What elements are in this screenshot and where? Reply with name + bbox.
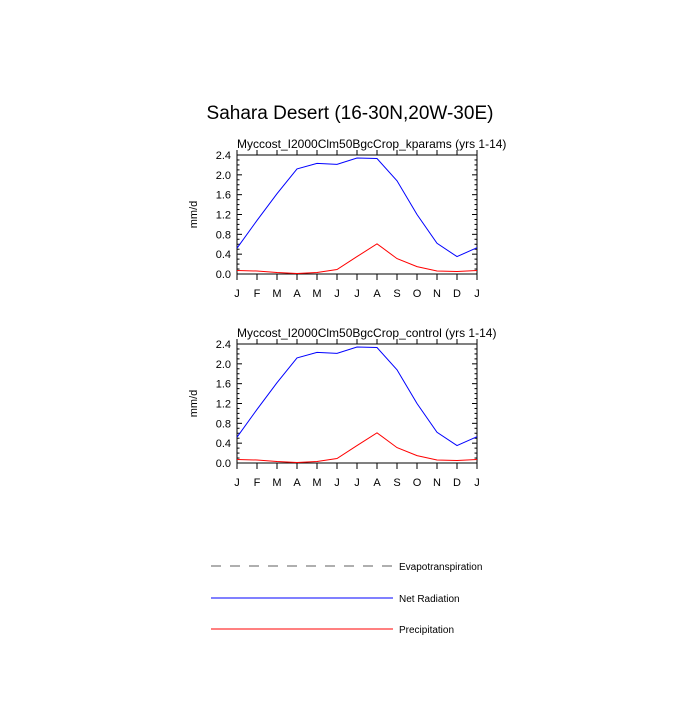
x-tick-label: J — [234, 477, 240, 489]
x-tick-label: J — [234, 288, 240, 300]
figure-title: Sahara Desert (16-30N,20W-30E) — [206, 103, 494, 124]
x-tick-label: J — [474, 288, 480, 300]
y-tick-label: 0.4 — [216, 438, 231, 450]
panel-1: Myccost_I2000Clm50BgcCrop_kparams (yrs 1… — [188, 137, 506, 300]
y-tick-label: 0.0 — [216, 269, 231, 281]
series-line-net-radiation — [236, 157, 478, 258]
legend-label-evapotranspiration: Evapotranspiration — [399, 562, 482, 573]
series-line-net-radiation — [236, 346, 478, 447]
y-tick-label: 1.6 — [216, 379, 231, 391]
x-tick-label: J — [334, 477, 340, 489]
series-line-precipitation — [236, 432, 478, 464]
x-tick-label: S — [393, 477, 400, 489]
x-tick-label: M — [272, 477, 281, 489]
y-tick-label: 0.4 — [216, 249, 231, 261]
x-tick-label: J — [474, 477, 480, 489]
y-tick-label: 1.6 — [216, 190, 231, 202]
x-tick-label: A — [373, 477, 381, 489]
x-tick-label: M — [272, 288, 281, 300]
x-tick-label: O — [413, 477, 422, 489]
x-tick-label: O — [413, 288, 422, 300]
legend-label-net-radiation: Net Radiation — [399, 594, 460, 605]
legend-label-precipitation: Precipitation — [399, 625, 454, 636]
y-tick-label: 0.8 — [216, 418, 231, 430]
x-tick-label: N — [433, 288, 441, 300]
y-axis-title: mm/d — [188, 201, 200, 229]
panel-title: Myccost_I2000Clm50BgcCrop_control (yrs 1… — [237, 326, 496, 340]
y-axis-title: mm/d — [188, 390, 200, 418]
y-tick-label: 2.0 — [216, 170, 231, 182]
x-tick-label: M — [312, 288, 321, 300]
x-tick-label: D — [453, 477, 461, 489]
panel-2: Myccost_I2000Clm50BgcCrop_control (yrs 1… — [188, 326, 496, 489]
series-line-precipitation — [236, 243, 478, 275]
y-tick-label: 2.0 — [216, 359, 231, 371]
x-tick-label: D — [453, 288, 461, 300]
x-tick-label: J — [354, 288, 360, 300]
x-tick-label: F — [254, 477, 261, 489]
x-tick-label: A — [293, 477, 301, 489]
x-tick-label: J — [354, 477, 360, 489]
x-tick-label: M — [312, 477, 321, 489]
y-tick-label: 1.2 — [216, 210, 231, 222]
x-tick-label: N — [433, 477, 441, 489]
y-tick-label: 2.4 — [216, 150, 231, 162]
legend: Evapotranspiration Net Radiation Precipita… — [211, 562, 482, 636]
y-tick-label: 0.0 — [216, 458, 231, 470]
panel-title: Myccost_I2000Clm50BgcCrop_kparams (yrs 1… — [237, 137, 506, 151]
x-tick-label: F — [254, 288, 261, 300]
x-tick-label: S — [393, 288, 400, 300]
y-tick-label: 2.4 — [216, 339, 231, 351]
x-tick-label: A — [373, 288, 381, 300]
y-tick-label: 1.2 — [216, 399, 231, 411]
x-tick-label: A — [293, 288, 301, 300]
x-tick-label: J — [334, 288, 340, 300]
y-tick-label: 0.8 — [216, 229, 231, 241]
